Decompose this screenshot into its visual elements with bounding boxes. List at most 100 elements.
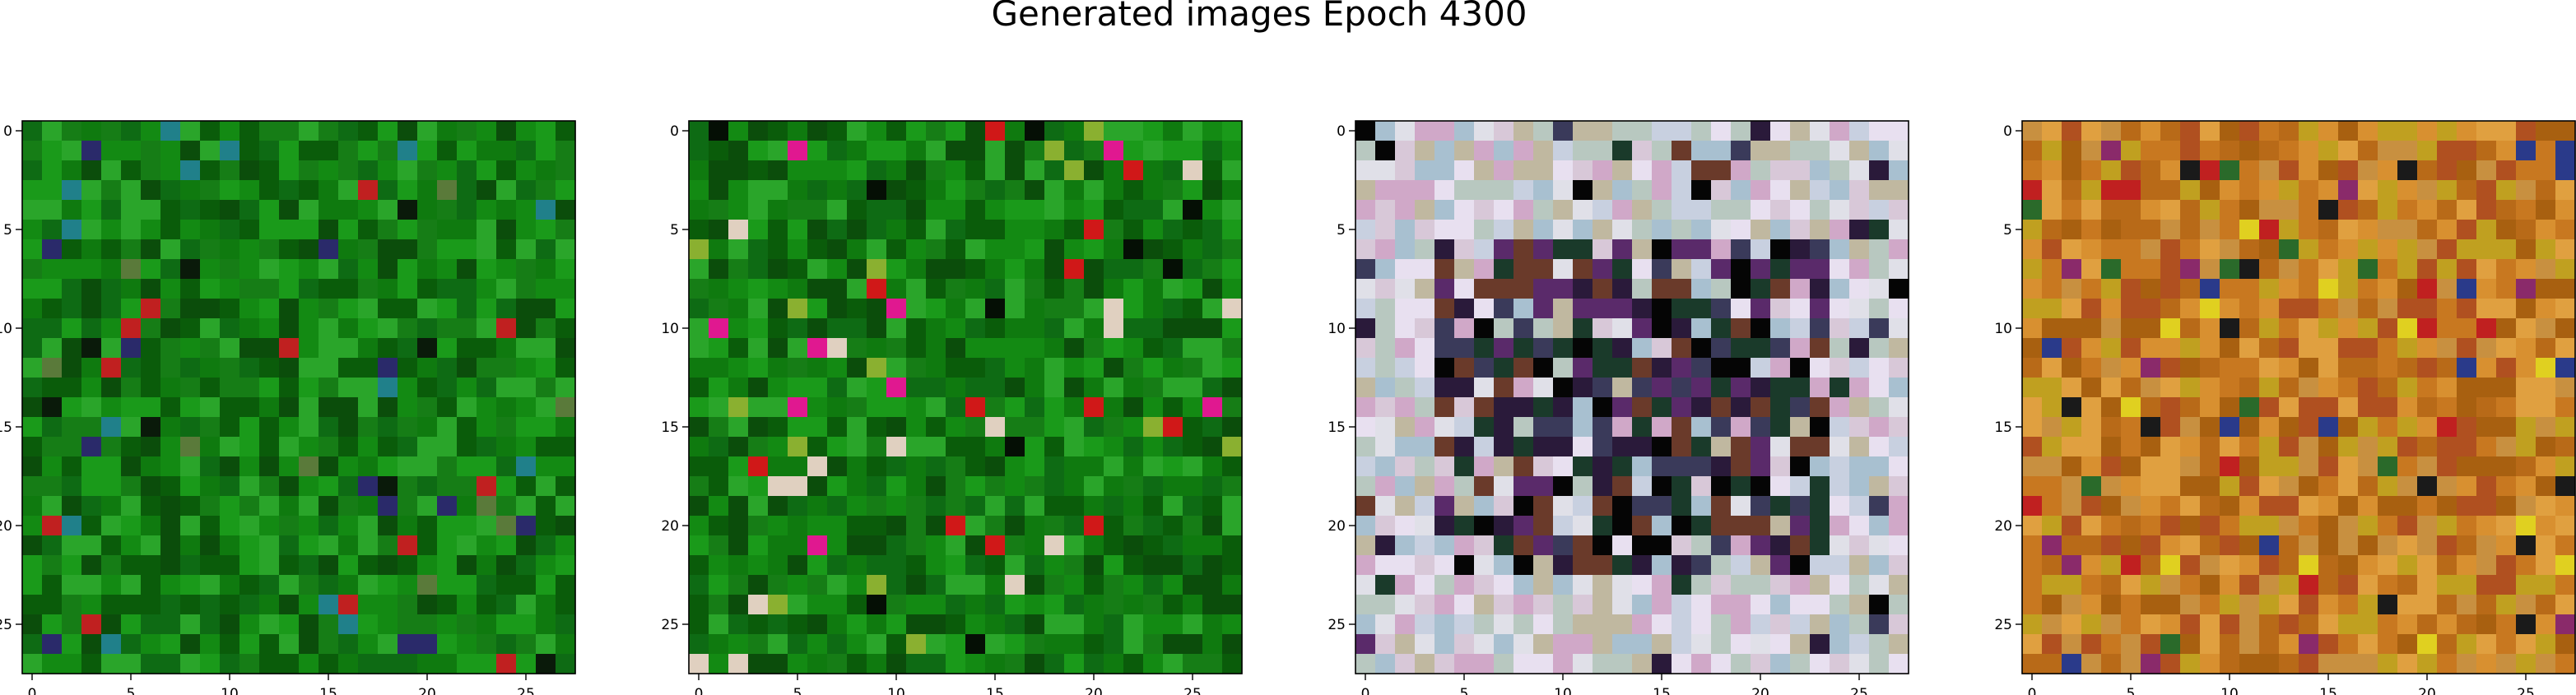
pixel-cell (1770, 160, 1791, 181)
pixel-cell (2536, 358, 2556, 378)
pixel-cell (1593, 220, 1613, 240)
pixel-cell (200, 397, 221, 418)
pixel-cell (1652, 378, 1672, 398)
pixel-cell (180, 279, 201, 299)
pixel-cell (2397, 279, 2418, 299)
pixel-cell (1163, 397, 1183, 418)
pixel-cell (62, 358, 82, 378)
pixel-cell (1005, 516, 1025, 536)
pixel-cell (2200, 378, 2220, 398)
pixel-cell (437, 378, 458, 398)
pixel-cell (2042, 437, 2062, 457)
pixel-cell (965, 476, 986, 497)
pixel-cell (2022, 279, 2043, 299)
pixel-cell (1395, 496, 1416, 517)
pixel-cell (1691, 476, 1712, 497)
pixel-cell (1711, 338, 1732, 359)
pixel-cell (1652, 437, 1672, 457)
pixel-cell (807, 496, 828, 517)
pixel-cell (2378, 279, 2398, 299)
pixel-cell (867, 437, 887, 457)
pixel-cell (62, 595, 82, 615)
pixel-cell (1183, 338, 1203, 359)
pixel-cell (2022, 220, 2043, 240)
pixel-cell (556, 555, 576, 576)
pixel-cell (728, 516, 749, 536)
pixel-cell (1434, 160, 1455, 181)
pixel-cell (1731, 378, 1751, 398)
pixel-cell (2141, 220, 2161, 240)
pixel-cell (1355, 160, 1376, 181)
pixel-cell (2121, 338, 2141, 359)
pixel-cell (1790, 456, 1811, 477)
pixel-cell (2259, 476, 2280, 497)
pixel-cell (2516, 378, 2536, 398)
pixel-cell (1731, 417, 1751, 438)
pixel-cell (689, 141, 709, 161)
pixel-cell (2141, 160, 2161, 181)
pixel-cell (2338, 634, 2359, 655)
pixel-cell (358, 575, 379, 595)
pixel-cell (1751, 358, 1771, 378)
pixel-cell (358, 239, 379, 260)
pixel-cell (1044, 614, 1065, 635)
pixel-cell (2338, 456, 2359, 477)
pixel-cell (847, 417, 867, 438)
pixel-cell (141, 456, 161, 477)
pixel-cell (1355, 220, 1376, 240)
pixel-cell (239, 220, 260, 240)
pixel-cell (220, 654, 240, 674)
pixel-cell (81, 437, 102, 457)
pixel-cell (536, 121, 556, 141)
pixel-cell (1533, 180, 1554, 201)
pixel-cell (1790, 318, 1811, 339)
pixel-cell (2378, 575, 2398, 595)
pixel-cell (1044, 259, 1065, 280)
pixel-cell (1612, 358, 1633, 378)
pixel-cell (378, 516, 398, 536)
pixel-cell (926, 535, 946, 556)
pixel-cell (1375, 516, 1396, 536)
pixel-cell (689, 437, 709, 457)
pixel-cell (1553, 338, 1574, 359)
pixel-cell (220, 378, 240, 398)
pixel-cell (709, 496, 729, 517)
pixel-cell (2200, 595, 2220, 615)
pixel-cell (1222, 417, 1243, 438)
pixel-cell (1672, 239, 1692, 260)
pixel-cell (279, 417, 300, 438)
pixel-cell (2476, 614, 2497, 635)
pixel-cell (398, 555, 418, 576)
pixel-cell (2378, 160, 2398, 181)
pixel-cell (1830, 160, 1850, 181)
pixel-cell (358, 456, 379, 477)
pixel-cell (1064, 160, 1085, 181)
pixel-cell (1691, 338, 1712, 359)
pixel-cell (965, 180, 986, 201)
pixel-cell (1415, 516, 1435, 536)
pixel-cell (1494, 239, 1514, 260)
pixel-cell (728, 397, 749, 418)
pixel-cell (2338, 299, 2359, 319)
pixel-cell (1612, 378, 1633, 398)
pixel-cell (807, 654, 828, 674)
pixel-cell (2239, 516, 2260, 536)
pixel-cell (1355, 614, 1376, 635)
pixel-cell (1123, 279, 1144, 299)
pixel-cell (1395, 516, 1416, 536)
pixel-cell (2437, 279, 2457, 299)
pixel-cell (1889, 535, 1909, 556)
pixel-cell (2239, 417, 2260, 438)
pixel-cell (62, 378, 82, 398)
pixel-cell (1183, 259, 1203, 280)
pixel-cell (2220, 299, 2240, 319)
pixel-cell (2318, 496, 2339, 517)
pixel-cell (1869, 417, 1890, 438)
pixel-cell (1593, 476, 1613, 497)
pixel-cell (2259, 456, 2280, 477)
pixel-cell (121, 575, 142, 595)
pixel-cell (1395, 535, 1416, 556)
x-tick-label: 0 (1361, 686, 1370, 695)
pixel-cell (180, 496, 201, 517)
pixel-cell (2417, 259, 2438, 280)
